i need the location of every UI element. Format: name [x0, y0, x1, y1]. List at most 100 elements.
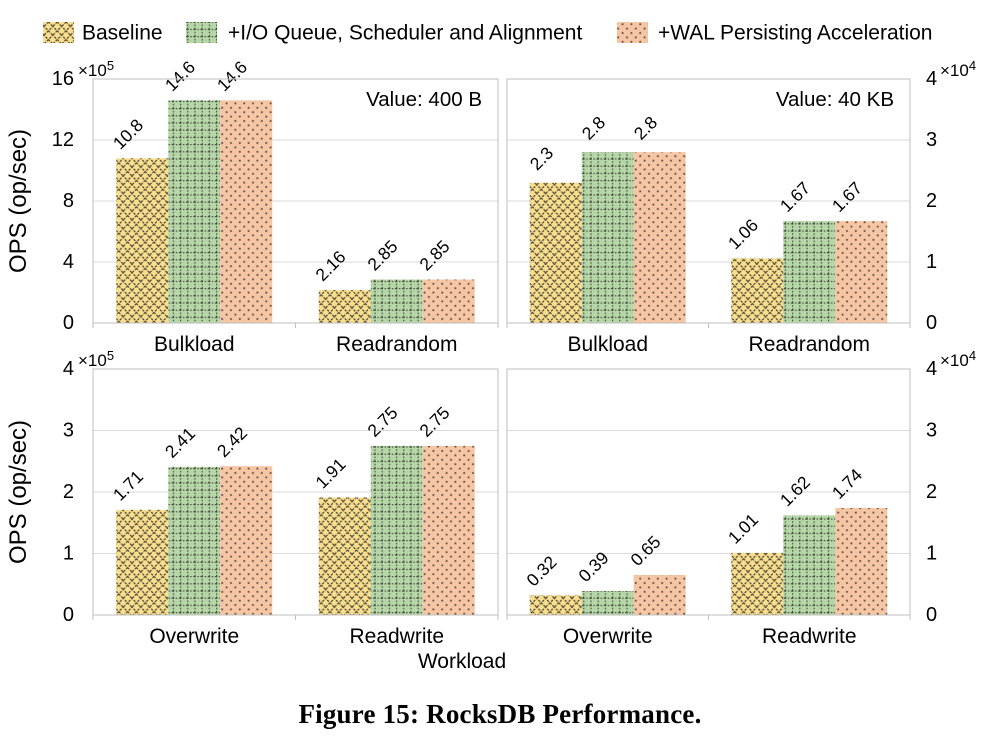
y-tick-label: 1: [63, 543, 74, 565]
bar-value-label: 1.06: [724, 215, 762, 253]
axis-multiplier: ×105: [78, 58, 114, 80]
bar: [731, 258, 784, 323]
bar-value-label: 1.71: [109, 466, 147, 504]
legend-label: Baseline: [82, 22, 163, 45]
axis-multiplier: ×104: [940, 348, 976, 370]
bar-value-label: 1.01: [724, 510, 762, 548]
bar: [116, 509, 169, 615]
bar: [168, 466, 221, 615]
bar-value-label: 2.8: [630, 112, 661, 143]
category-label: Overwrite: [563, 625, 653, 648]
legend-item: +WAL Persisting Acceleration: [617, 22, 933, 45]
category-label: Bulkload: [154, 333, 235, 356]
category-label: Readrandom: [336, 333, 457, 356]
category-label: Readwrite: [349, 625, 444, 648]
bar: [422, 445, 475, 615]
bar-value-label: 2.3: [526, 143, 557, 174]
y-tick-label: 4: [926, 68, 937, 90]
bar: [835, 507, 888, 615]
bar-value-label: 14.6: [161, 57, 199, 95]
category-label: Readwrite: [762, 625, 857, 648]
bar: [422, 279, 475, 323]
plot-annotation: Value: 40 KB: [776, 88, 894, 111]
category-label: Overwrite: [149, 625, 239, 648]
bar: [370, 445, 423, 615]
y-tick-label: 4: [63, 251, 74, 273]
bar-value-label: 2.85: [363, 236, 401, 274]
bar-value-label: 2.16: [311, 247, 349, 285]
x-axis-label: Workload: [418, 650, 506, 673]
bar: [318, 290, 371, 323]
y-axis-label: OPS (op/sec): [5, 129, 32, 273]
bar: [581, 591, 634, 615]
y-tick-label: 0: [926, 312, 937, 334]
bar-value-label: 1.67: [776, 178, 814, 216]
y-tick-label: 8: [63, 190, 74, 212]
legend-item: +I/O Queue, Scheduler and Alignment: [186, 22, 582, 45]
bar-value-label: 1.74: [828, 464, 866, 502]
bar: [581, 152, 634, 323]
bar-value-label: 10.8: [109, 115, 147, 153]
legend-item: Baseline: [43, 22, 163, 45]
legend-swatch-crosshatch: [43, 22, 74, 43]
y-axis-label: OPS (op/sec): [5, 420, 32, 564]
bar-value-label: 2.8: [578, 112, 609, 143]
legend-swatch-dots: [617, 22, 648, 43]
axis-multiplier: ×104: [940, 58, 976, 80]
bar-value-label: 14.6: [213, 57, 251, 95]
legend-swatch-dotted-grid: [186, 22, 217, 43]
bar: [731, 552, 784, 615]
y-tick-label: 3: [926, 129, 937, 151]
y-tick-label: 0: [926, 604, 937, 626]
subplot-writes-value-400b: 1.71 2.41 2.42 Overwrite 1.91 2.75 2.75 Readwri…: [5, 348, 499, 648]
bar-value-label: 1.91: [311, 454, 349, 492]
subplot-reads-value-400b: 10.8 14.6 14.6 Bulkload 2.16 2.85 2.85 Readrand…: [5, 57, 499, 356]
plot-annotation: Value: 400 B: [366, 88, 482, 111]
bar: [633, 152, 686, 323]
bar-value-label: 2.41: [161, 423, 199, 461]
bar-value-label: 2.42: [213, 423, 251, 461]
y-tick-label: 2: [926, 481, 937, 503]
y-tick-label: 1: [926, 543, 937, 565]
legend-label: +I/O Queue, Scheduler and Alignment: [228, 22, 582, 45]
bar: [783, 515, 836, 615]
rocksdb-performance-chart: Baseline +I/O Queue, Scheduler and Alignm…: [5, 22, 976, 674]
bar-value-label: 1.67: [828, 178, 866, 216]
bar: [783, 221, 836, 323]
bar: [370, 279, 423, 323]
y-tick-label: 0: [63, 604, 74, 626]
legend-label: +WAL Persisting Acceleration: [658, 22, 933, 45]
y-tick-label: 2: [63, 481, 74, 503]
category-label: Readrandom: [749, 333, 870, 356]
bar-value-label: 2.85: [415, 236, 453, 274]
y-tick-label: 4: [63, 358, 74, 380]
y-tick-label: 12: [52, 129, 74, 151]
subplot-reads-value-40kb: 2.3 2.8 2.8 Bulkload 1.06 1.67 1.67 Readrandom 0…: [506, 58, 976, 356]
y-tick-label: 0: [63, 312, 74, 334]
y-tick-label: 4: [926, 358, 937, 380]
y-tick-label: 2: [926, 190, 937, 212]
figure-caption: Figure 15: RocksDB Performance.: [298, 699, 702, 729]
bar: [529, 595, 582, 615]
y-tick-label: 3: [926, 420, 937, 442]
bar: [220, 466, 273, 615]
legend: Baseline +I/O Queue, Scheduler and Alignm…: [43, 22, 933, 45]
y-tick-label: 16: [52, 68, 74, 90]
bar: [220, 100, 273, 323]
y-tick-label: 1: [926, 251, 937, 273]
bar-value-label: 1.62: [776, 472, 814, 510]
bar: [168, 100, 221, 323]
bar: [318, 497, 371, 615]
bar-value-label: 0.65: [626, 532, 664, 570]
bar-value-label: 0.32: [522, 552, 560, 590]
bar: [116, 158, 169, 323]
bar: [835, 221, 888, 323]
category-label: Bulkload: [567, 333, 648, 356]
bar-value-label: 2.75: [415, 403, 453, 441]
bar-value-label: 2.75: [363, 403, 401, 441]
axis-multiplier: ×105: [78, 348, 114, 370]
y-tick-label: 3: [63, 420, 74, 442]
bar: [633, 575, 686, 615]
